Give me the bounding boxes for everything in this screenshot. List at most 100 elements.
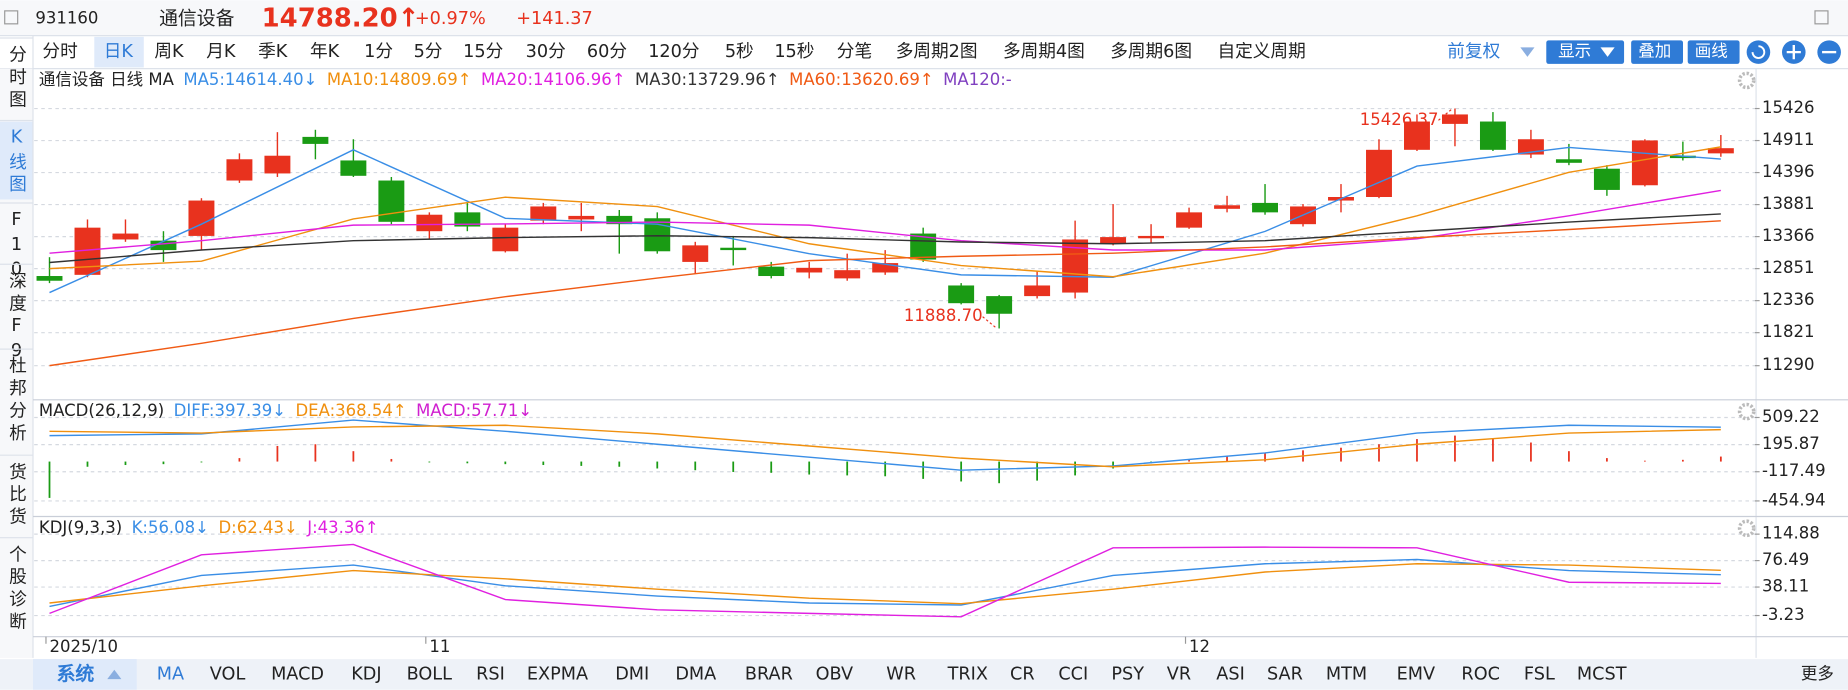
indicator-tab[interactable]: KDJ (351, 664, 381, 684)
indicator-tab[interactable]: FSL (1524, 664, 1555, 684)
dropdown-icon[interactable] (1520, 47, 1535, 57)
dropup-icon (107, 669, 122, 680)
sidebar-item[interactable]: 深度F9 (7, 271, 27, 366)
candle-body (454, 212, 481, 227)
change-pct: +0.97% (415, 9, 486, 29)
overlay-label: 叠加 (1638, 42, 1671, 61)
indicator-tab[interactable]: ROC (1461, 664, 1499, 684)
indicator-tab[interactable]: BRAR (745, 664, 793, 684)
indicator-tab[interactable]: DMI (615, 664, 649, 684)
more-button[interactable]: 更多 (1801, 664, 1834, 683)
indicator-tab[interactable]: TRIX (947, 664, 988, 684)
candle-body (1024, 285, 1051, 297)
legend-item: MA20:14106.96↑ (481, 70, 626, 89)
sidebar-item[interactable]: 个股诊断 (7, 544, 27, 634)
candle-body (1176, 212, 1203, 228)
candle-body (340, 160, 367, 176)
period-tab[interactable]: 多周期2图 (896, 41, 978, 62)
period-tab[interactable]: 周K (154, 42, 184, 62)
indicator-line (49, 189, 1721, 254)
indicator-tab[interactable]: VR (1167, 664, 1191, 684)
window-icon[interactable] (4, 10, 19, 25)
indicator-tab[interactable]: WR (886, 664, 916, 684)
settings-icon[interactable] (1737, 519, 1756, 538)
indicator-line (49, 146, 1721, 278)
period-tab[interactable]: 多周期6图 (1110, 41, 1192, 62)
candle-body (606, 215, 633, 225)
indicator-tab[interactable]: SAR (1267, 664, 1303, 684)
legend-item: MA120:- (943, 70, 1012, 89)
period-tab[interactable]: 分时 (42, 41, 77, 62)
period-tab[interactable]: 5分 (414, 41, 443, 62)
indicator-line (49, 419, 1721, 471)
period-tab[interactable]: 季K (258, 41, 288, 62)
indicator-tab[interactable]: DMA (675, 664, 716, 684)
indicator-tab[interactable]: MCST (1577, 664, 1627, 684)
indicator-tab[interactable]: CCI (1058, 664, 1088, 684)
period-tab[interactable]: 月K (206, 42, 236, 62)
sidebar-item[interactable]: F10 (7, 210, 27, 284)
show-label: 显示 (1558, 42, 1591, 61)
indicator-line (49, 146, 1721, 294)
y-tick-label: -454.94 (1762, 490, 1826, 509)
indicator-tab[interactable]: ASI (1216, 664, 1244, 684)
indicator-tab[interactable]: MACD (271, 664, 324, 684)
draw-button[interactable] (1687, 40, 1740, 64)
system-bg (33, 659, 137, 690)
adjust-button[interactable]: 前复权 (1447, 41, 1500, 62)
draw-label: 画线 (1695, 42, 1728, 61)
high-label: 15426.37 (1360, 110, 1439, 129)
candle-body (1404, 121, 1430, 150)
indicator-tab[interactable]: BOLL (407, 664, 453, 684)
period-tab[interactable]: 5秒 (725, 41, 754, 62)
indicator-tab[interactable]: EXPMA (527, 664, 588, 684)
x-tick-label: 2025/10 (50, 637, 119, 656)
indicator-tab[interactable]: MTM (1326, 664, 1367, 684)
settings-icon[interactable] (1737, 402, 1756, 421)
window-icon[interactable] (1814, 10, 1829, 25)
indicator-tab[interactable]: RSI (476, 664, 505, 684)
period-tab[interactable]: 分笔 (837, 41, 872, 62)
period-tab[interactable]: 自定义周期 (1217, 41, 1305, 62)
change: +141.37 (516, 9, 593, 29)
settings-icon[interactable] (1737, 71, 1756, 90)
candle-body (112, 233, 139, 240)
system-button[interactable]: 系统 (57, 662, 95, 685)
candle-body (36, 276, 63, 281)
y-tick-label: 509.22 (1762, 407, 1820, 426)
indicator-tab[interactable]: EMV (1397, 664, 1435, 684)
period-tab[interactable]: 日K (104, 42, 134, 62)
period-tab[interactable]: 1分 (364, 41, 393, 62)
period-tab[interactable]: 15分 (463, 41, 503, 62)
sidebar-item[interactable]: K线图 (7, 128, 27, 197)
candle-body (986, 296, 1013, 314)
sidebar-item[interactable]: 货比货 (7, 462, 27, 530)
period-tab[interactable]: 多周期4图 (1003, 41, 1085, 62)
candle-body (1479, 121, 1506, 150)
y-tick-label: 13366 (1762, 226, 1815, 245)
indicator-tab[interactable]: OBV (816, 664, 854, 684)
indicator-tab[interactable]: MA (157, 664, 184, 684)
y-tick-label: 114.88 (1762, 524, 1820, 543)
legend-item: D:62.43↓ (218, 518, 297, 537)
plus-icon (1786, 45, 1801, 60)
period-tab[interactable]: 年K (310, 41, 340, 62)
indicator-tab[interactable]: PSY (1111, 664, 1144, 684)
sidebar-item[interactable]: 杜邦分析 (7, 356, 27, 446)
stock-code: 931160 (35, 9, 98, 28)
indicator-tab[interactable]: VOL (210, 664, 246, 684)
period-tab[interactable]: 120分 (648, 41, 699, 62)
indicator-tab[interactable]: CR (1010, 664, 1035, 684)
y-tick-label: 12336 (1762, 290, 1815, 309)
dropdown-icon (1600, 47, 1615, 57)
show-button[interactable] (1546, 40, 1625, 64)
active-tab-bg (94, 36, 144, 68)
period-tab[interactable]: 60分 (587, 41, 627, 62)
candle-body (758, 266, 785, 277)
period-tab[interactable]: 30分 (526, 41, 566, 62)
period-tab[interactable]: 15秒 (774, 41, 814, 62)
overlay-button[interactable] (1631, 40, 1683, 64)
sidebar-item[interactable]: 分时图 (7, 45, 27, 113)
refresh-button[interactable] (1746, 40, 1771, 64)
